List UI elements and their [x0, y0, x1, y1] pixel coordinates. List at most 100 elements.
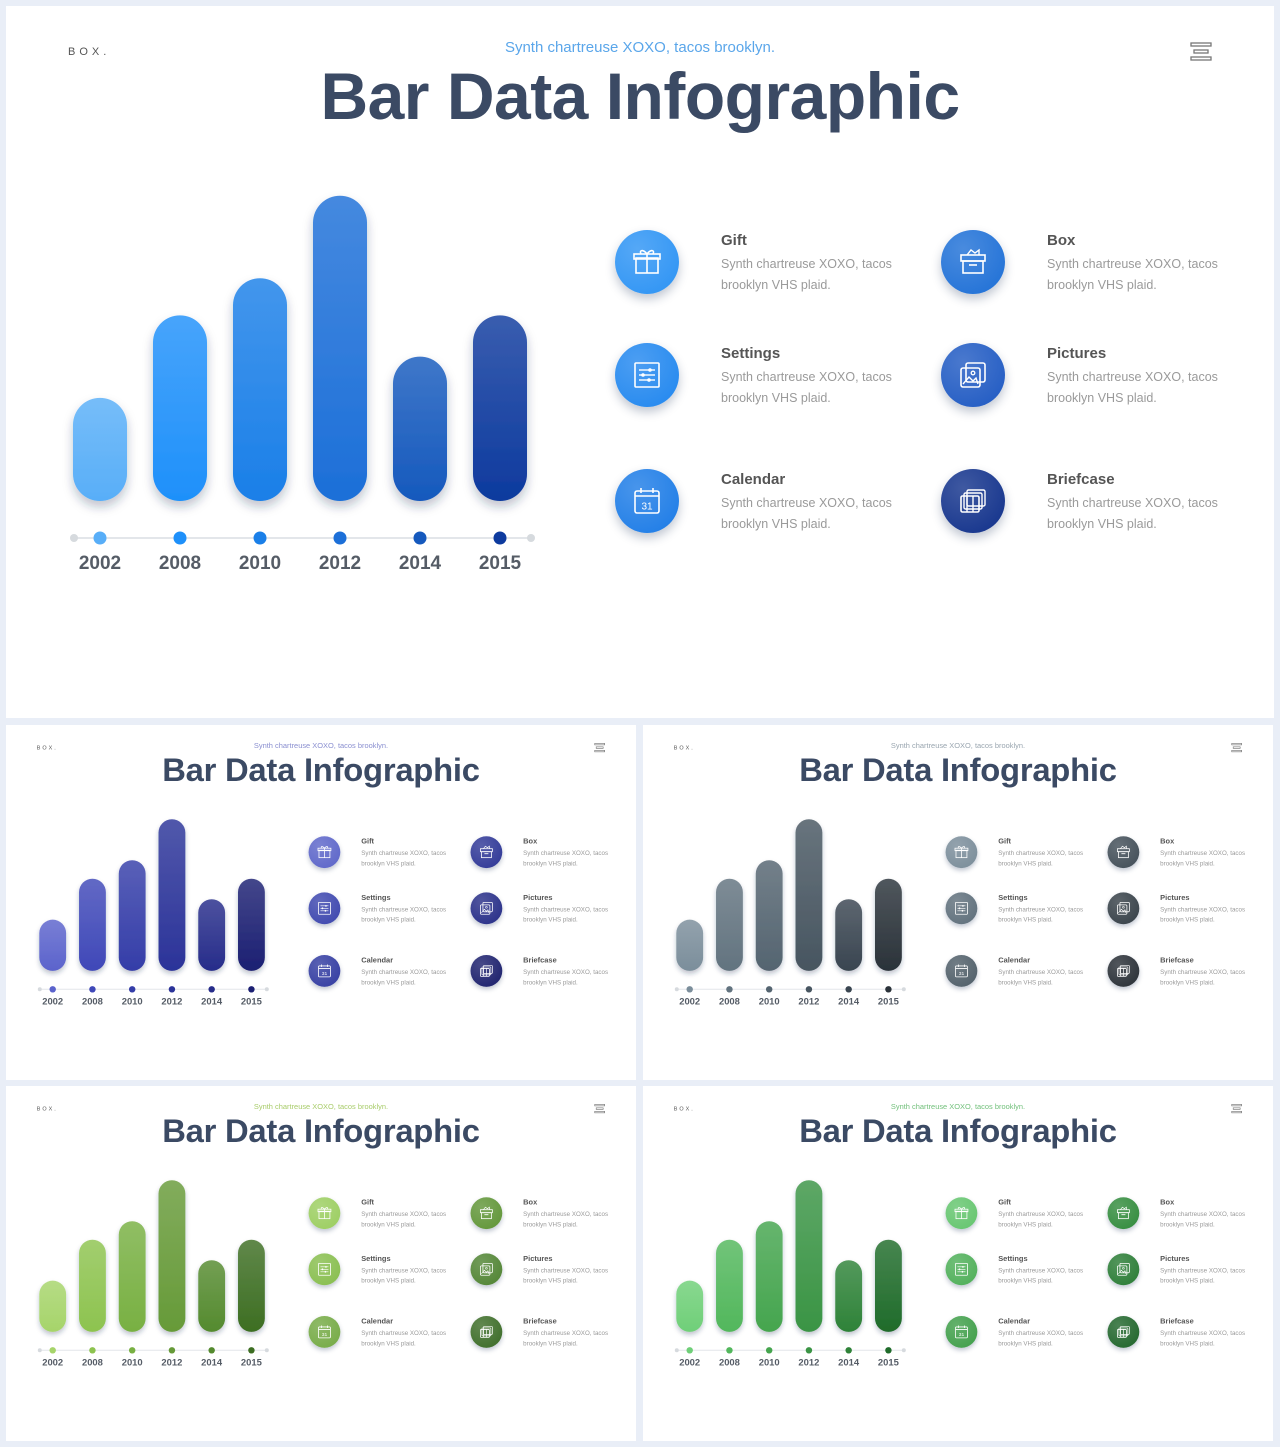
axis-end-dot [264, 987, 269, 992]
slide-subtitle: Synth chartreuse XOXO, tacos brooklyn. [504, 39, 776, 56]
x-tick-label: 2010 [122, 1357, 143, 1368]
x-tick-label: 2014 [838, 996, 860, 1007]
feature-description: Synth chartreuse XOXO, tacos brooklyn VH… [998, 1210, 1084, 1229]
marker-dot-2015 [885, 1347, 892, 1354]
feature-pictures: Pictures Synth chartreuse XOXO, tacos bro… [470, 1253, 630, 1293]
feature-icon-circle [1107, 1316, 1140, 1348]
menu-icon[interactable] [594, 743, 605, 753]
feature-calendar: 31 Calendar Synth chartreuse XOXO, tacos b… [945, 1316, 1105, 1356]
menu-icon[interactable] [594, 1104, 605, 1114]
svg-text:31: 31 [959, 971, 965, 977]
bar-2014 [835, 1260, 863, 1332]
x-tick-label: 2002 [79, 553, 121, 574]
feature-title: Briefcase [1160, 956, 1194, 965]
settings-icon [318, 1262, 331, 1276]
settings-icon [955, 1262, 968, 1276]
feature-description: Synth chartreuse XOXO, tacos brooklyn VH… [1047, 370, 1218, 405]
feature-description: Synth chartreuse XOXO, tacos brooklyn VH… [523, 905, 609, 924]
feature-icon-circle [1107, 892, 1140, 925]
bar-2010 [233, 278, 287, 501]
box-icon [480, 1206, 493, 1220]
feature-description: Synth chartreuse XOXO, tacos brooklyn VH… [523, 1210, 609, 1229]
x-tick-label: 2012 [798, 1357, 819, 1368]
feature-title: Calendar [361, 1317, 394, 1326]
marker-dot-2010 [765, 1347, 773, 1354]
feature-settings: Settings Synth chartreuse XOXO, tacos bro… [945, 1253, 1105, 1293]
briefcase-icon [480, 1326, 493, 1338]
axis-end-dot [901, 987, 906, 992]
slide-subtitle: Synth chartreuse XOXO, tacos brooklyn. [253, 1102, 389, 1111]
brand-logo: BOX. [68, 46, 111, 58]
marker-dot-2008 [173, 531, 187, 545]
menu-icon[interactable] [1190, 42, 1212, 62]
calendar-icon: 31 [955, 964, 968, 978]
bar-2002 [73, 397, 127, 501]
feature-gift: Gift Synth chartreuse XOXO, tacos brookly… [308, 836, 468, 876]
feature-icon-circle [470, 1316, 503, 1348]
feature-icon-circle: 31 [945, 955, 978, 987]
marker-dot-2014 [413, 531, 427, 545]
calendar-icon: 31 [318, 964, 331, 978]
feature-description: Synth chartreuse XOXO, tacos brooklyn VH… [1047, 496, 1218, 531]
bar-2015 [238, 1239, 265, 1332]
feature-title: Briefcase [523, 956, 557, 965]
menu-icon[interactable] [1231, 1104, 1242, 1114]
x-tick-label: 2012 [798, 996, 819, 1007]
briefcase-icon [960, 489, 986, 513]
feature-description: Synth chartreuse XOXO, tacos brooklyn VH… [523, 968, 609, 986]
feature-settings: Settings Synth chartreuse XOXO, tacos bro… [308, 1253, 468, 1293]
marker-dot-2012 [333, 531, 347, 545]
feature-icon-circle [945, 892, 978, 925]
bar-2002 [676, 919, 704, 971]
svg-text:31: 31 [322, 971, 328, 977]
x-tick-label: 2014 [201, 996, 223, 1007]
bar-2014 [393, 356, 447, 501]
feature-title: Calendar [998, 956, 1031, 965]
feature-description: Synth chartreuse XOXO, tacos brooklyn VH… [1160, 849, 1246, 868]
gift-icon [954, 1207, 969, 1220]
feature-icon-circle [470, 892, 503, 925]
menu-icon[interactable] [1231, 743, 1242, 753]
bar-2008 [153, 315, 207, 501]
feature-gift: Gift Synth chartreuse XOXO, tacos brookly… [945, 1197, 1105, 1237]
feature-title: Calendar [361, 956, 394, 965]
feature-gift: Gift Synth chartreuse XOXO, tacos brookly… [615, 230, 935, 310]
feature-title: Calendar [998, 1317, 1031, 1326]
feature-description: Synth chartreuse XOXO, tacos brooklyn VH… [998, 1329, 1084, 1347]
feature-title: Pictures [523, 1254, 553, 1263]
feature-icon-circle [945, 1253, 978, 1286]
marker-dot-2008 [726, 1347, 733, 1354]
x-tick-label: 2010 [759, 996, 780, 1007]
marker-dot-2002 [49, 1347, 56, 1354]
feature-description: Synth chartreuse XOXO, tacos brooklyn VH… [523, 1266, 609, 1285]
bar-2012 [158, 1180, 186, 1332]
feature-title: Settings [998, 893, 1028, 902]
feature-description: Synth chartreuse XOXO, tacos brooklyn VH… [721, 496, 892, 531]
marker-dot-2008 [89, 986, 96, 993]
axis-end-dot [901, 1348, 906, 1353]
feature-icon-circle [941, 343, 1005, 407]
feature-icon-circle [1107, 955, 1140, 987]
axis-end-dot [70, 534, 78, 542]
bar-2010 [755, 860, 783, 971]
marker-dot-2010 [128, 986, 136, 993]
calendar-icon: 31 [634, 488, 660, 514]
x-tick-label: 2014 [838, 1357, 860, 1368]
feature-title: Box [523, 1198, 538, 1207]
x-tick-label: 2015 [479, 553, 522, 574]
slide-variant-lime: BOX. Synth chartreuse XOXO, tacos brookl… [6, 1086, 636, 1441]
slide-main: BOX. Synth chartreuse XOXO, tacos brookl… [6, 6, 1274, 718]
pictures-icon [1117, 901, 1130, 915]
slide-title: Bar Data Infographic [320, 59, 960, 133]
feature-description: Synth chartreuse XOXO, tacos brooklyn VH… [1160, 1266, 1246, 1285]
marker-dot-2015 [493, 531, 507, 545]
feature-icon-circle [941, 230, 1005, 294]
feature-gift: Gift Synth chartreuse XOXO, tacos brookly… [945, 836, 1105, 876]
bar-2015 [875, 1239, 902, 1332]
marker-dot-2014 [208, 1347, 215, 1354]
feature-calendar: 31 Calendar Synth chartreuse XOXO, tacos b… [615, 469, 935, 549]
briefcase-icon [1117, 965, 1130, 977]
gift-icon [633, 249, 661, 274]
feature-description: Synth chartreuse XOXO, tacos brooklyn VH… [1160, 905, 1246, 924]
feature-box: Box Synth chartreuse XOXO, tacos brooklyn… [470, 836, 630, 876]
